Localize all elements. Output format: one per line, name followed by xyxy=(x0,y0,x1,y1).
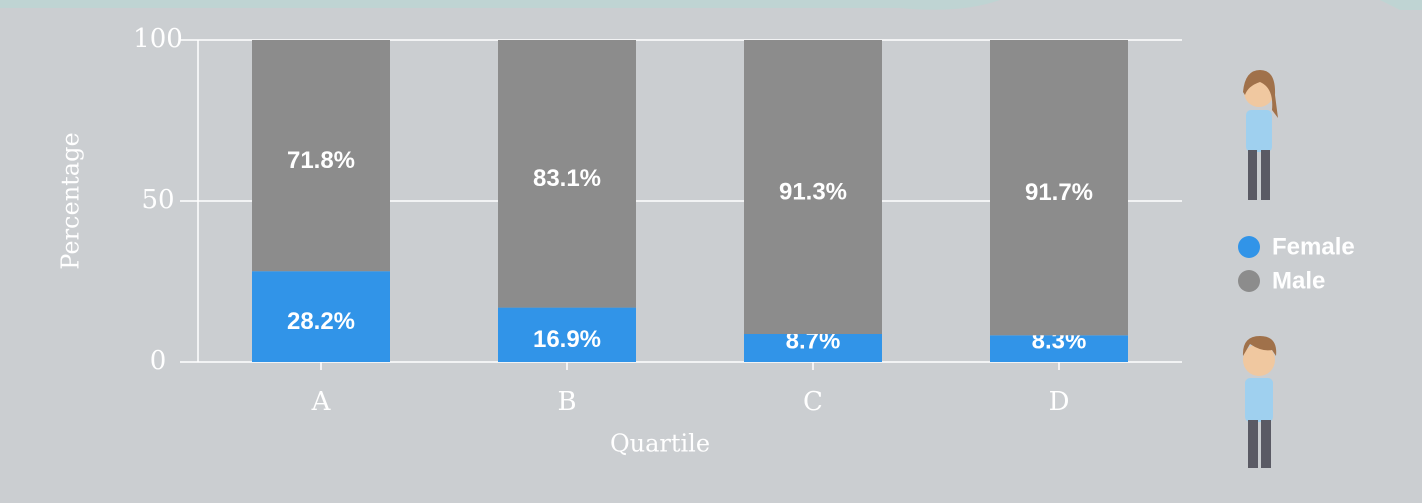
background xyxy=(0,0,1422,503)
chart: Quartile Percentage 0 50 100 A 28.2% 71.8% B 16… xyxy=(0,0,1422,503)
value-label: 71.8% xyxy=(287,147,355,174)
y-tick-label: 0 xyxy=(150,346,167,376)
x-tick-label: B xyxy=(557,387,576,417)
legend-label: Female xyxy=(1272,233,1355,260)
value-label: 83.1% xyxy=(533,165,601,192)
y-tick-label: 50 xyxy=(141,185,174,215)
legend-label: Male xyxy=(1272,267,1325,294)
x-axis-label: Quartile xyxy=(610,430,710,458)
value-label: 16.9% xyxy=(533,326,601,353)
legend-marker xyxy=(1238,236,1260,258)
value-label: 28.2% xyxy=(287,308,355,335)
x-tick-label: D xyxy=(1049,387,1070,417)
value-label: 91.3% xyxy=(779,178,847,205)
x-tick-label: A xyxy=(311,387,332,417)
legend-marker xyxy=(1238,270,1260,292)
x-tick-label: C xyxy=(803,387,823,417)
value-label: 91.7% xyxy=(1025,179,1093,206)
y-tick-label: 100 xyxy=(133,24,183,54)
y-axis-label: Percentage xyxy=(57,132,85,269)
